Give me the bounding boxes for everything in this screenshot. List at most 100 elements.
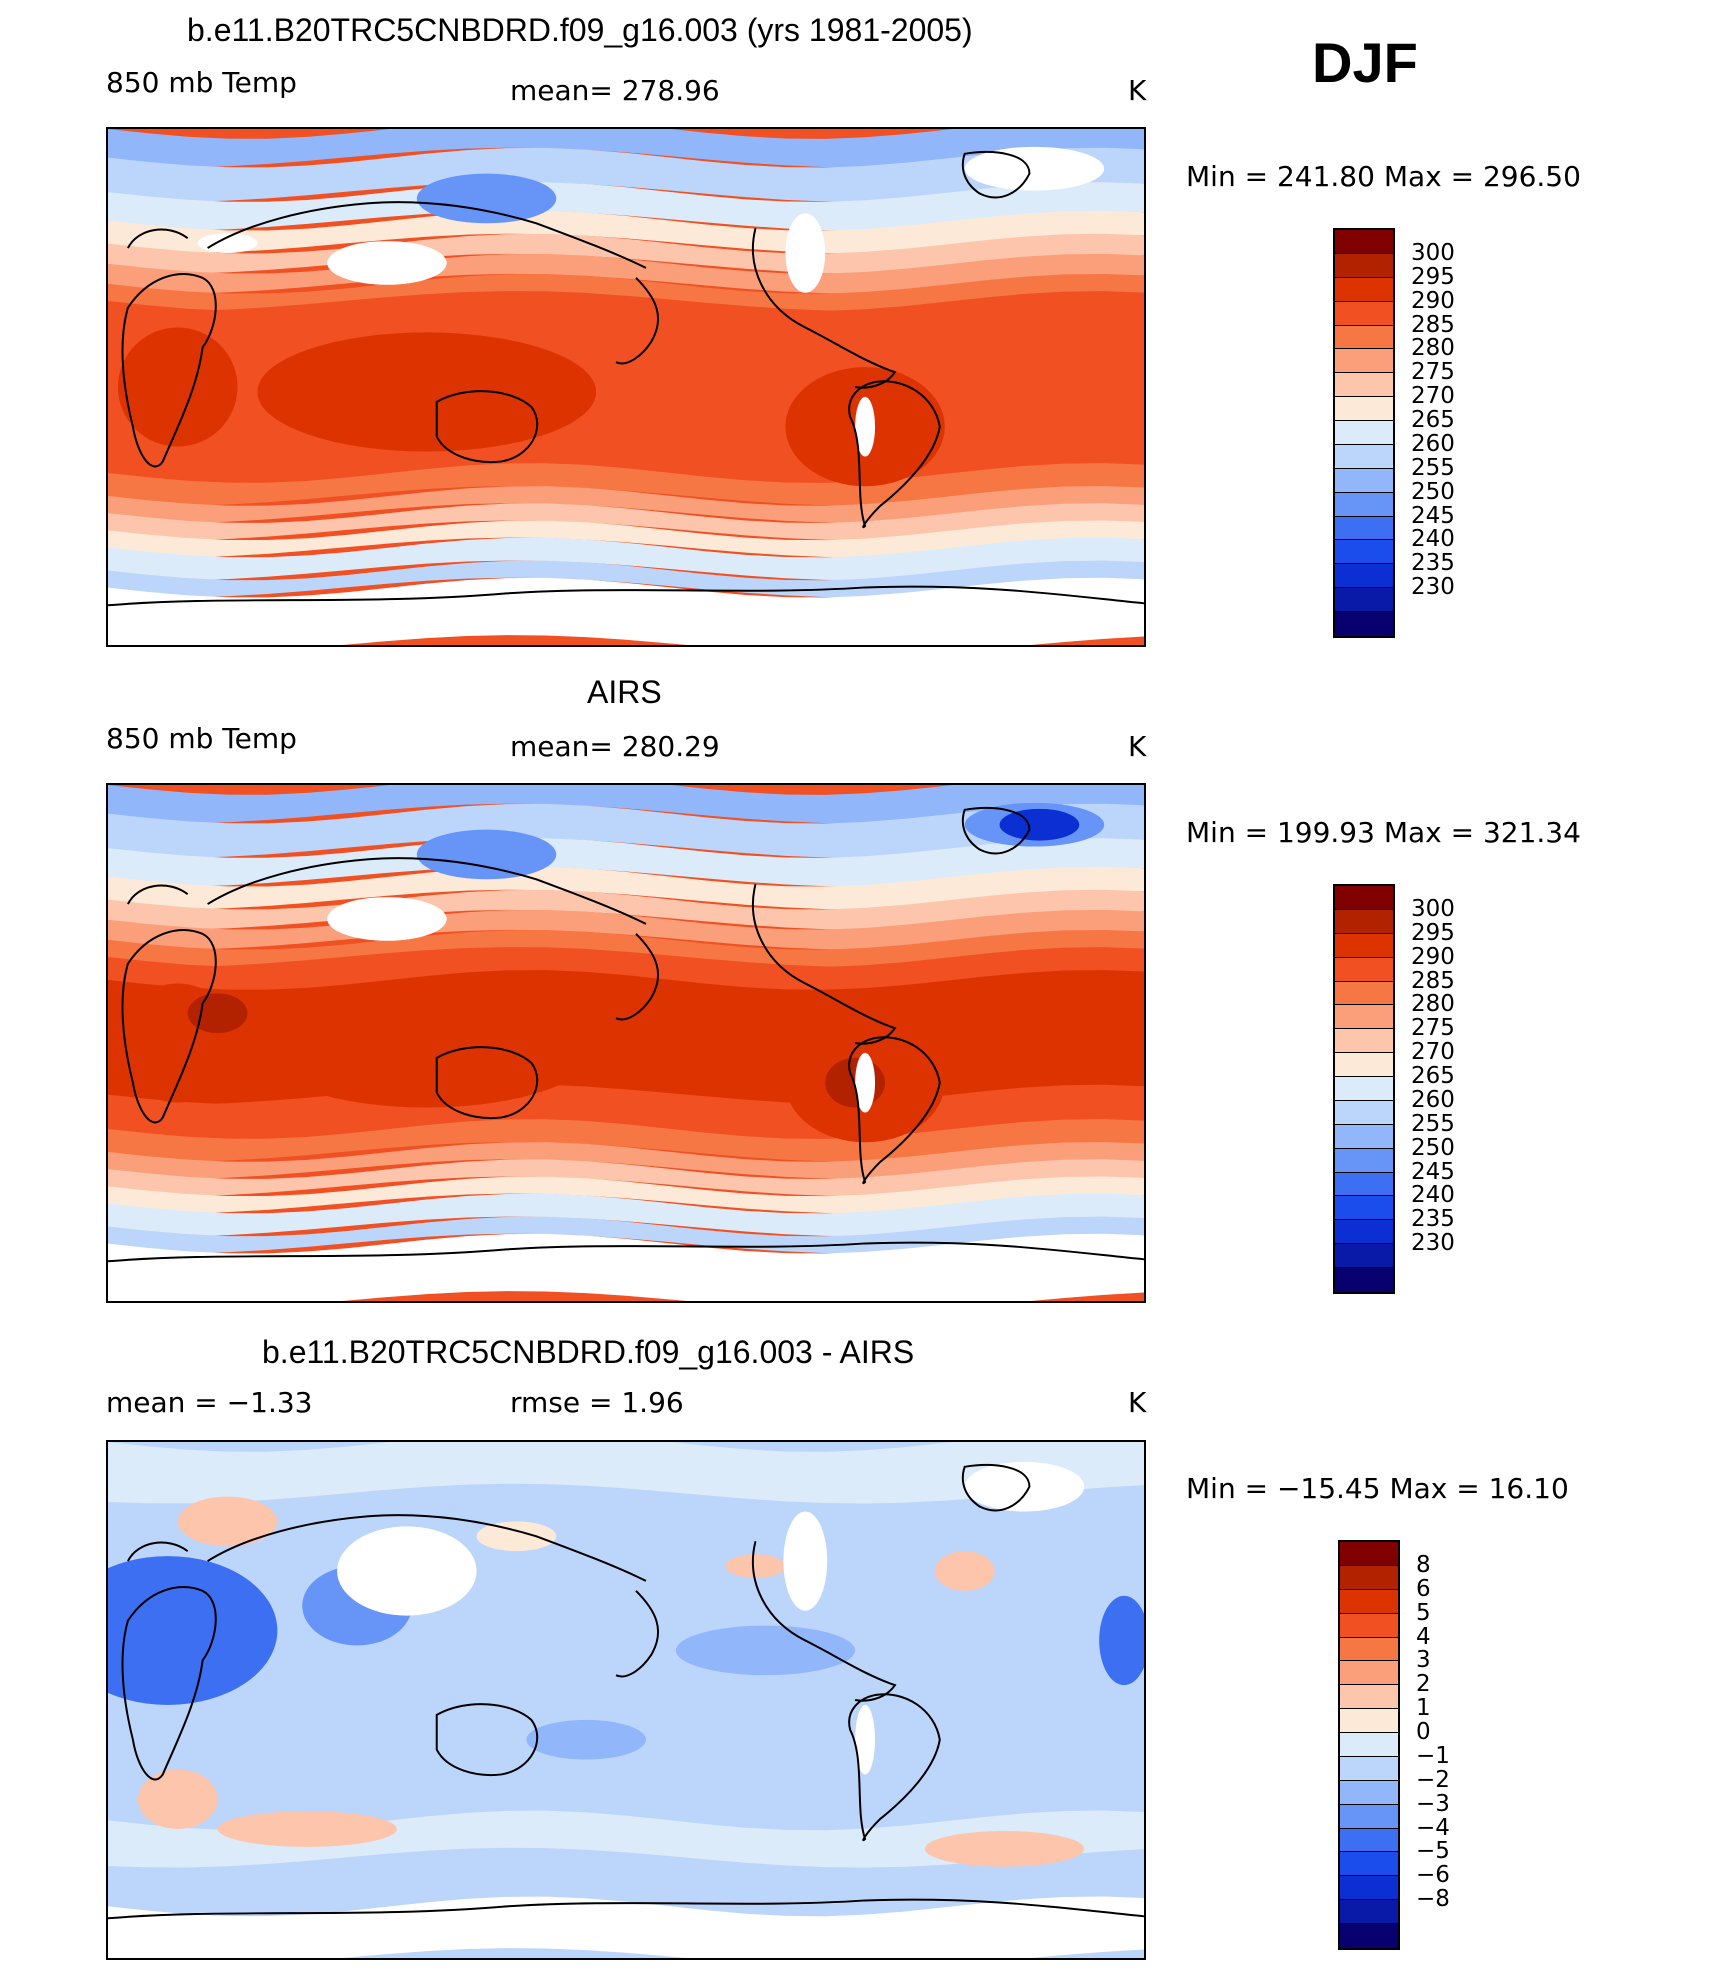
contour-band (108, 503, 1144, 541)
colorbar-cell (1340, 1685, 1398, 1710)
colorbar-tick-label: 280 (1411, 335, 1455, 362)
colorbar-cell (1335, 325, 1393, 350)
panel-1-unit-label: K (1128, 74, 1147, 107)
panel-3-colorbar (1338, 1540, 1400, 1950)
colorbar-cell (1335, 516, 1393, 541)
warm-bias (217, 1811, 397, 1847)
colorbar-cell (1335, 1268, 1393, 1292)
colorbar-tick-label: 6 (1416, 1575, 1431, 1602)
panel-2-map (106, 783, 1146, 1303)
colorbar-cell (1340, 1756, 1398, 1781)
colorbar-cell (1335, 1053, 1393, 1077)
colorbar-tick-label: 5 (1416, 1599, 1431, 1626)
colorbar-tick-label: 230 (1411, 1230, 1455, 1257)
colorbar-tick-label: 240 (1411, 1182, 1455, 1209)
missing-data-patch (785, 213, 826, 293)
colorbar-tick-label: 1 (1416, 1695, 1431, 1722)
colorbar-cell (1340, 1852, 1398, 1877)
contour-band (108, 463, 1144, 506)
map-field (108, 785, 1144, 1301)
panel-3-mean-label: mean = −1.33 (106, 1386, 313, 1419)
colorbar-tick-label: 300 (1411, 239, 1455, 266)
colorbar-cell (1335, 397, 1393, 421)
missing-data-patch (197, 233, 258, 254)
warm-bias (924, 1830, 1085, 1867)
colorbar-tick-label: 265 (1411, 1063, 1455, 1090)
contour-band (108, 210, 1144, 254)
contour-patch (1099, 1595, 1144, 1686)
contour-band (108, 1233, 1144, 1301)
colorbar-tick-label: 275 (1411, 1015, 1455, 1042)
colorbar-cell (1335, 540, 1393, 565)
colorbar-tick-label: 235 (1411, 1206, 1455, 1233)
colorbar-tick-label: 8 (1416, 1551, 1431, 1578)
colorbar-tick-label: 275 (1411, 359, 1455, 386)
colorbar-tick-label: −8 (1416, 1886, 1450, 1913)
contour-band (108, 291, 1144, 334)
warm-bias (725, 1554, 786, 1578)
colorbar-cell (1335, 957, 1393, 982)
colorbar-tick-label: 245 (1411, 502, 1455, 529)
colorbar-tick-label: −1 (1416, 1742, 1450, 1769)
colorbar-tick-label: 260 (1411, 1086, 1455, 1113)
colorbar-cell (1340, 1828, 1398, 1853)
greenland-cold-core (999, 808, 1080, 841)
colorbar-tick-label: 295 (1411, 263, 1455, 290)
contour-band (108, 520, 1144, 558)
contour-band (108, 233, 1144, 274)
contour-band (108, 1193, 1144, 1237)
colorbar-cell (1340, 1733, 1398, 1757)
cold-bias (108, 1556, 278, 1705)
colorbar-cell (1335, 1148, 1393, 1173)
colorbar-cell (1340, 1661, 1398, 1686)
contour-band (108, 947, 1144, 990)
panel-3-title: b.e11.B20TRC5CNBDRD.f09_g16.003 - AIRS (262, 1334, 915, 1370)
colorbar-tick-label: 260 (1411, 430, 1455, 457)
missing-data-patch (327, 897, 447, 941)
colorbar-cell (1335, 564, 1393, 589)
contour-patch (257, 332, 597, 452)
panel-1-title: b.e11.B20TRC5CNBDRD.f09_g16.003 (yrs 198… (187, 12, 973, 48)
colorbar-cell (1340, 1565, 1398, 1590)
warm-bias (934, 1551, 995, 1591)
colorbar-cell (1335, 1029, 1393, 1054)
colorbar-tick-label: −3 (1416, 1790, 1450, 1817)
panel-3-rmse-label: rmse = 1.96 (510, 1386, 684, 1419)
panel-3-min-max: Min = −15.45 Max = 16.10 (1186, 1472, 1569, 1505)
panel-2-colorbar (1333, 884, 1395, 1294)
colorbar-tick-label: 290 (1411, 287, 1455, 314)
contour-band (108, 1119, 1144, 1162)
contour-band (108, 577, 1144, 645)
colorbar-cell (1340, 1924, 1398, 1948)
colorbar-cell (1335, 981, 1393, 1006)
contour-band (108, 803, 1144, 858)
contour-band (108, 909, 1144, 950)
panel-2-min-max: Min = 199.93 Max = 321.34 (1186, 816, 1581, 849)
panel-1-variable-label: 850 mb Temp (106, 66, 297, 99)
greenland-patch (964, 146, 1105, 191)
colorbar-tick-label: −2 (1416, 1766, 1450, 1793)
colorbar-cell (1335, 1100, 1393, 1125)
colorbar-cell (1335, 612, 1393, 636)
colorbar-cell (1335, 1005, 1393, 1030)
colorbar-cell (1335, 1172, 1393, 1197)
colorbar-tick-label: −4 (1416, 1814, 1450, 1841)
colorbar-cell (1340, 1804, 1398, 1829)
colorbar-tick-label: 235 (1411, 550, 1455, 577)
colorbar-tick-label: 240 (1411, 526, 1455, 553)
colorbar-cell (1340, 1876, 1398, 1901)
colorbar-tick-label: 250 (1411, 478, 1455, 505)
contour-band (108, 560, 1144, 598)
warm-bias (177, 1496, 278, 1547)
contour-patch (187, 993, 248, 1034)
colorbar-cell (1335, 1244, 1393, 1268)
panel-1-colorbar (1333, 228, 1395, 638)
contour-band (108, 537, 1144, 581)
contour-patch (526, 1719, 646, 1760)
contour-band (108, 129, 1144, 168)
missing-data-patch (855, 1052, 876, 1113)
colorbar-cell (1335, 349, 1393, 374)
missing-data-patch (964, 1461, 1085, 1512)
colorbar-cell (1335, 421, 1393, 445)
map-field (108, 1442, 1144, 1958)
